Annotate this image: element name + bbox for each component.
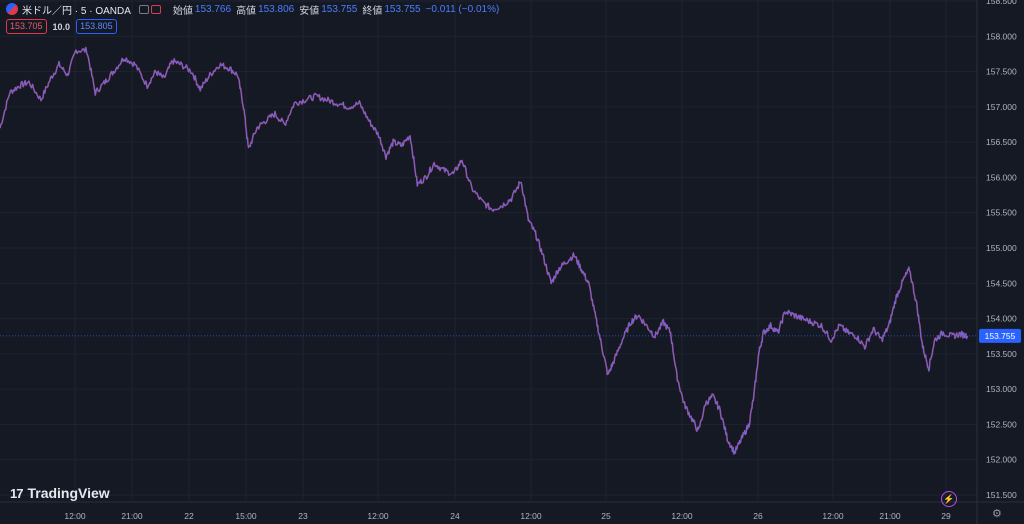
y-tick-label: 153.000 xyxy=(986,384,1017,394)
x-tick-label: 12:00 xyxy=(367,511,389,521)
x-tick-label: 21:00 xyxy=(879,511,901,521)
close-value: 153.755 xyxy=(384,3,421,15)
y-tick-label: 155.500 xyxy=(986,208,1017,218)
high-value: 153.806 xyxy=(258,3,295,15)
series-line-down xyxy=(0,46,969,455)
symbol-title[interactable]: 米ドル／円 · 5 · OANDA xyxy=(22,5,131,17)
x-tick-label: 12:00 xyxy=(520,511,542,521)
x-tick-label: 21:00 xyxy=(121,511,143,521)
y-tick-label: 158.500 xyxy=(986,0,1017,6)
open-label: 始値 xyxy=(172,5,193,17)
x-tick-label: 26 xyxy=(753,511,763,521)
y-tick-label: 153.500 xyxy=(986,349,1017,359)
brand-text: TradingView xyxy=(27,485,110,501)
x-tick-label: 23 xyxy=(298,511,308,521)
visibility-toggle[interactable] xyxy=(138,4,163,14)
y-tick-label: 151.500 xyxy=(986,490,1017,500)
tv-logo-icon: 17 xyxy=(10,485,24,501)
buy-button[interactable]: 153.805 xyxy=(76,19,117,34)
x-tick-label: 15:00 xyxy=(235,511,257,521)
x-tick-label: 25 xyxy=(601,511,611,521)
high-label: 高値 xyxy=(236,5,257,17)
x-tick-label: 12:00 xyxy=(822,511,844,521)
open-value: 153.766 xyxy=(194,3,232,15)
y-tick-label: 154.000 xyxy=(986,314,1017,324)
y-tick-label: 157.000 xyxy=(986,102,1017,112)
quote-panel: 153.705 10.0 153.805 xyxy=(6,19,117,34)
usdjpy-flag-icon xyxy=(6,3,18,15)
low-label: 安値 xyxy=(299,5,320,17)
close-label: 終値 xyxy=(362,5,383,17)
x-tick-label: 12:00 xyxy=(64,511,86,521)
tradingview-logo[interactable]: 17 TradingView xyxy=(10,485,110,501)
y-tick-label: 157.500 xyxy=(986,67,1017,77)
y-tick-label: 152.000 xyxy=(986,455,1017,465)
x-tick-label: 12:00 xyxy=(671,511,693,521)
sell-button[interactable]: 153.705 xyxy=(6,19,47,34)
lightning-icon[interactable]: ⚡ xyxy=(941,491,957,507)
x-tick-label: 24 xyxy=(450,511,460,521)
lines-icon xyxy=(150,4,161,14)
y-tick-label: 155.000 xyxy=(986,243,1017,253)
last-price-tag xyxy=(979,328,1021,343)
low-value: 153.755 xyxy=(321,3,358,15)
change-value: −0.011 (−0.01%) xyxy=(425,3,500,15)
y-tick-label: 154.500 xyxy=(986,278,1017,288)
spread-value: 10.0 xyxy=(52,21,71,32)
y-tick-label: 156.500 xyxy=(986,137,1017,147)
series-line-up xyxy=(0,47,968,455)
gear-icon[interactable]: ⚙ xyxy=(992,508,1002,520)
last-price-label: 153.755 xyxy=(985,331,1016,341)
y-tick-label: 152.500 xyxy=(986,419,1017,429)
y-tick-label: 158.000 xyxy=(986,31,1017,41)
eye-icon xyxy=(138,4,149,14)
x-tick-label: 29 xyxy=(941,511,951,521)
x-tick-label: 22 xyxy=(184,511,194,521)
legend-header: 米ドル／円 · 5 · OANDA 始値 153.766 高値 153.806 安値… xyxy=(6,1,504,17)
y-tick-label: 156.000 xyxy=(986,172,1017,182)
